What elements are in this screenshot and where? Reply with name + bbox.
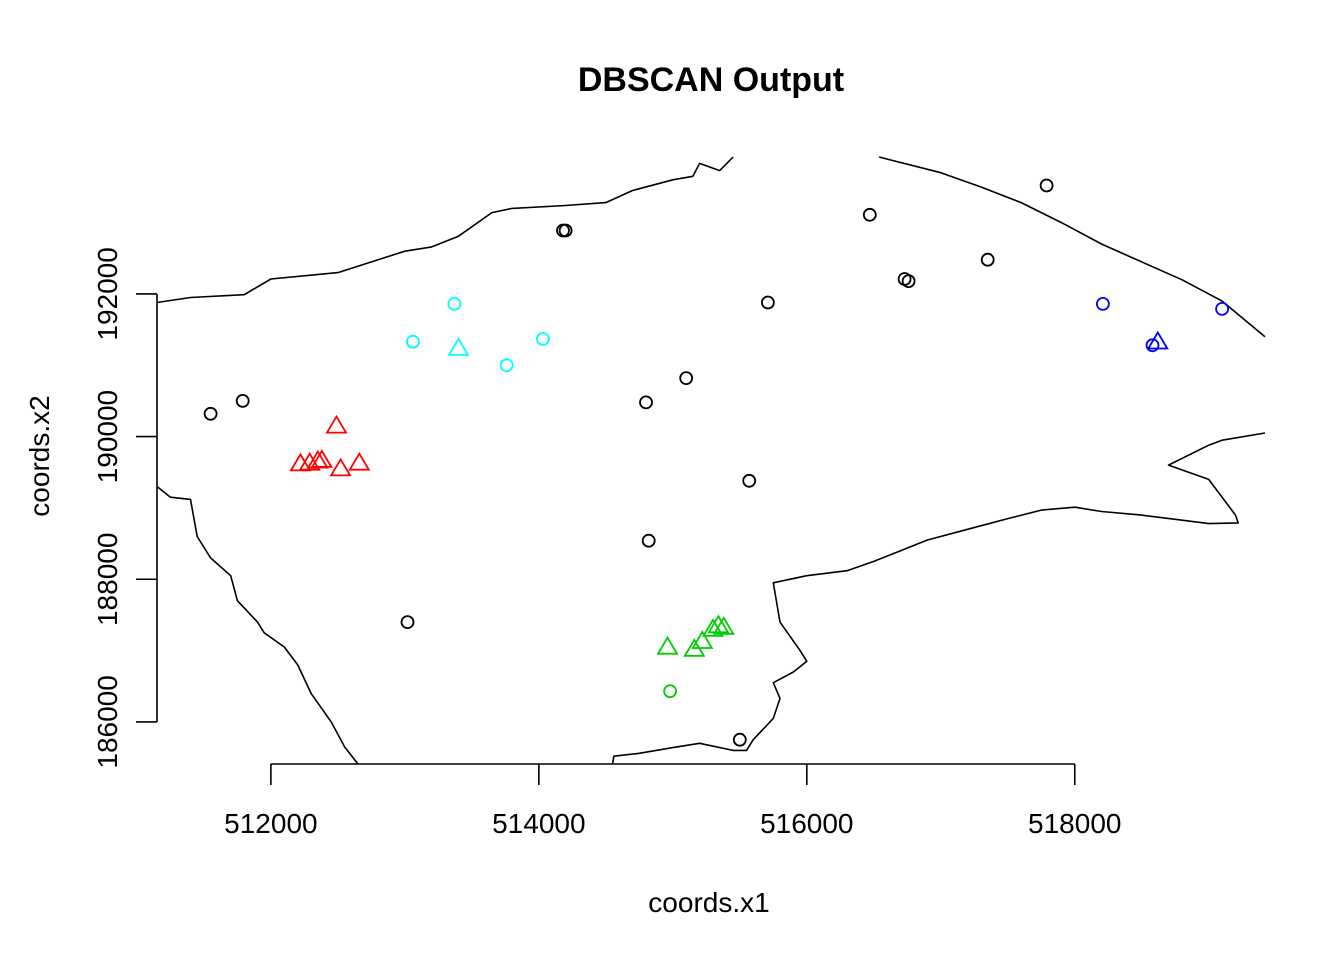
x-tick-label-2: 514000 xyxy=(492,808,585,839)
y-tick-label-2: 188000 xyxy=(92,533,123,626)
boundary-segment-4 xyxy=(611,432,1266,765)
point-noise-9 xyxy=(732,732,747,747)
point-noise-16 xyxy=(1039,178,1054,193)
point-cluster3-33 xyxy=(499,358,514,373)
point-cluster3-35 xyxy=(447,337,470,356)
boundary-segment-2 xyxy=(878,156,1266,338)
point-cluster4-38 xyxy=(1215,301,1229,316)
x-tick-label-4: 518000 xyxy=(1028,808,1121,839)
point-cluster2-25 xyxy=(656,635,679,655)
point-noise-1 xyxy=(203,406,218,421)
point-cluster1-23 xyxy=(348,451,371,471)
point-cluster1-20 xyxy=(310,449,333,468)
point-cluster1-22 xyxy=(329,457,352,477)
chart-title: DBSCAN Output xyxy=(578,61,844,99)
point-cluster3-34 xyxy=(536,331,550,346)
point-noise-6 xyxy=(639,395,653,410)
point-cluster3-32 xyxy=(447,296,462,311)
point-cluster4-36 xyxy=(1096,296,1110,311)
point-noise-14 xyxy=(901,274,916,289)
point-noise-2 xyxy=(235,393,250,408)
point-cluster2-29 xyxy=(707,614,730,634)
y-axis: 186000 188000 190000 192000 xyxy=(92,247,158,769)
data-points xyxy=(203,178,1229,747)
x-axis: 512000 514000 516000 518000 xyxy=(224,763,1121,839)
point-noise-10 xyxy=(742,473,757,488)
point-noise-8 xyxy=(679,371,694,386)
point-cluster4-39 xyxy=(1146,330,1169,350)
point-cluster2-30 xyxy=(712,616,735,635)
point-cluster1-21 xyxy=(325,414,348,434)
point-cluster3-31 xyxy=(405,334,420,349)
point-noise-7 xyxy=(641,533,656,548)
x-tick-label-3: 516000 xyxy=(760,808,853,839)
point-noise-12 xyxy=(862,207,877,222)
x-axis-label: coords.x1 xyxy=(648,887,769,918)
boundary-segment-3 xyxy=(156,485,359,765)
y-tick-label-3: 190000 xyxy=(92,390,123,483)
y-tick-label-1: 186000 xyxy=(92,675,123,768)
point-cluster4-37 xyxy=(1145,338,1160,353)
point-noise-3 xyxy=(400,615,415,629)
boundary-segment-1 xyxy=(156,156,734,304)
region-boundary xyxy=(156,156,1266,765)
point-noise-11 xyxy=(761,295,775,310)
point-noise-15 xyxy=(980,252,995,267)
y-axis-label: coords.x2 xyxy=(24,395,55,516)
point-noise-5 xyxy=(558,223,573,238)
y-tick-label-4: 192000 xyxy=(92,247,123,340)
point-cluster2-27 xyxy=(691,630,714,649)
x-tick-label-1: 512000 xyxy=(224,808,317,839)
point-cluster2-24 xyxy=(663,684,677,699)
